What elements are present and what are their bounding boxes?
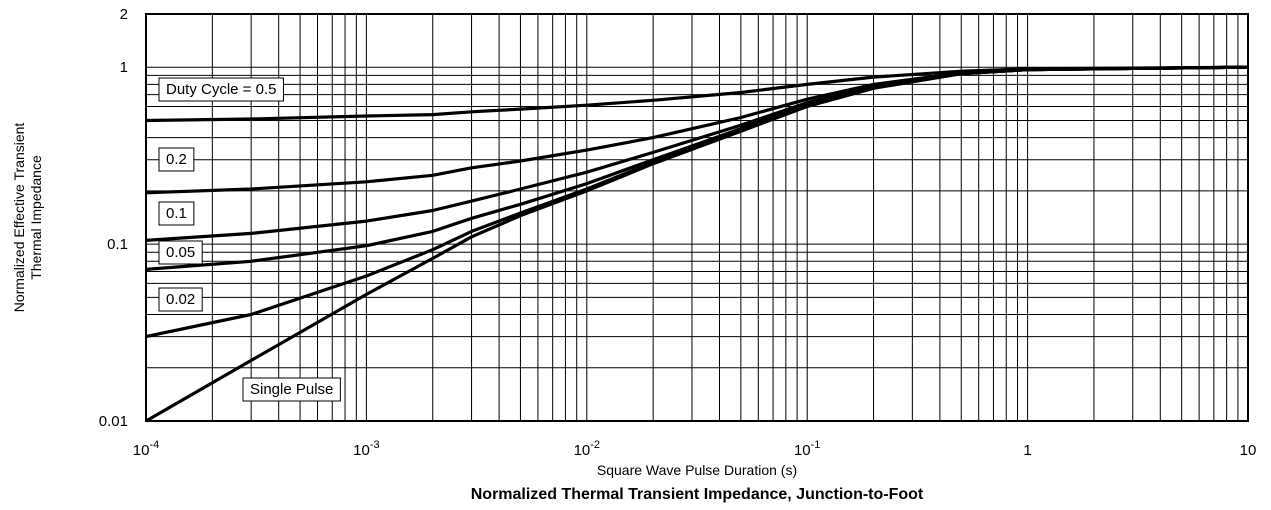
curve-label-backgrounds [158, 77, 341, 402]
curve-label-5: Single Pulse [250, 381, 333, 398]
x-tick-label: 10-3 [353, 439, 379, 459]
y-tick-label: 0.01 [99, 413, 128, 430]
x-tick-label: 10 [1240, 442, 1257, 459]
x-tick-label: 10-2 [574, 439, 600, 459]
series-lines [145, 65, 1249, 423]
curve-label-box [158, 240, 203, 265]
y-tick-label: 0.1 [107, 236, 128, 253]
series-line-1 [145, 65, 1249, 195]
series-line-2 [145, 65, 1249, 242]
curve-label-box [158, 201, 195, 226]
x-tick-label: 10-4 [133, 439, 159, 459]
y-tick-label: 2 [120, 6, 128, 23]
x-tick-label: 1 [1023, 442, 1031, 459]
y-tick-label: 1 [120, 59, 128, 76]
y-axis-label-line-1: Normalized Effective Transient [11, 123, 27, 313]
curve-label-0: Duty Cycle = 0.5 [166, 81, 276, 98]
x-tick-label: 10-1 [794, 439, 820, 459]
curve-labels: Duty Cycle = 0.5 0.2 0.1 0.05 0.02 Single Pul… [166, 81, 333, 398]
grid-lines [146, 14, 1248, 421]
curve-label-2: 0.1 [166, 205, 187, 222]
series-line-5 [145, 65, 1249, 423]
plot-frame [145, 13, 1249, 422]
curve-label-4: 0.02 [166, 291, 195, 308]
y-axis-label-line-2: Thermal Impedance [28, 155, 44, 280]
curve-label-box [242, 377, 341, 402]
x-axis-label: Square Wave Pulse Duration (s) [597, 462, 797, 478]
series-line-4 [145, 65, 1249, 339]
curve-label-box [158, 77, 284, 102]
curve-label-box [158, 287, 203, 312]
curve-label-1: 0.2 [166, 151, 187, 168]
curve-label-3: 0.05 [166, 244, 195, 261]
series-line-0 [145, 65, 1249, 123]
curve-label-box [158, 147, 195, 172]
chart-title: Normalized Thermal Transient Impedance, … [471, 486, 924, 503]
tick-labels: 10-4 10-3 10-2 10-1 1 10 0.01 0.1 1 2 [99, 6, 1257, 459]
